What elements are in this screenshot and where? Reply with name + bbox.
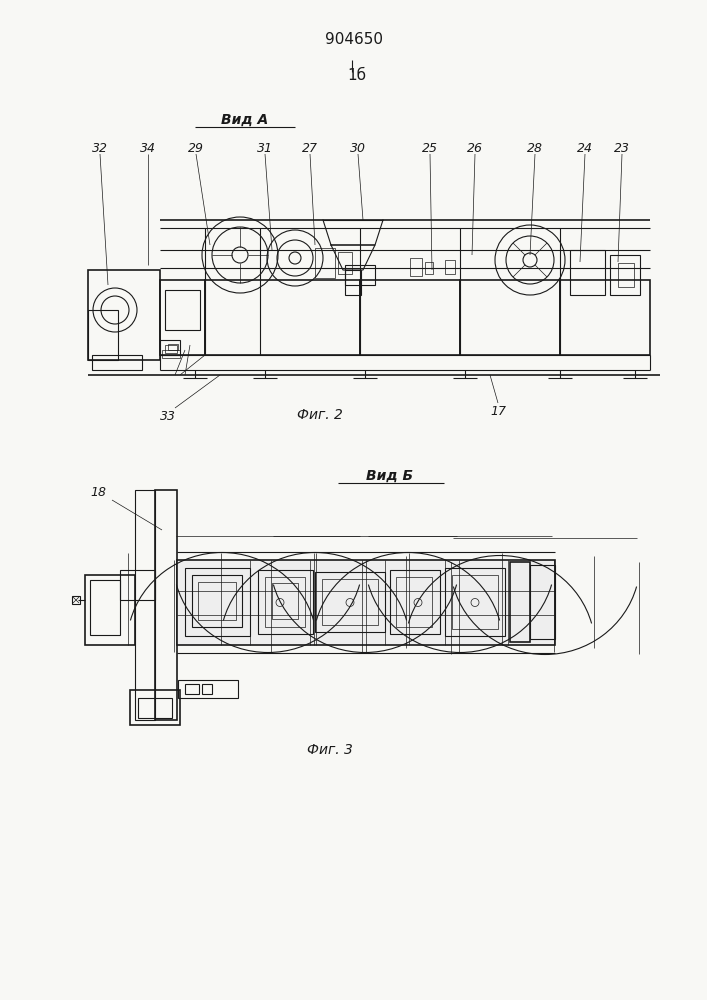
Bar (178, 680, 238, 698)
Text: 34: 34 (140, 141, 156, 154)
Bar (445, 568, 505, 636)
Bar (160, 340, 180, 355)
Bar (165, 290, 200, 330)
Bar (160, 280, 205, 355)
Bar (138, 698, 172, 718)
Text: Фиг. 3: Фиг. 3 (307, 743, 353, 757)
Text: 1б: 1б (348, 68, 366, 83)
Text: 26: 26 (467, 141, 483, 154)
Bar (345, 270, 361, 295)
Bar (85, 575, 135, 645)
Text: 27: 27 (302, 141, 318, 154)
Bar (88, 270, 160, 360)
Bar (185, 684, 199, 694)
Bar (185, 568, 250, 636)
Bar (88, 310, 118, 360)
Text: 33: 33 (160, 410, 176, 423)
Bar (530, 565, 555, 639)
Bar (618, 263, 634, 287)
Text: Вид А: Вид А (221, 113, 269, 127)
Bar (192, 575, 242, 627)
Bar (360, 280, 460, 355)
Bar (560, 280, 650, 355)
Bar (425, 262, 433, 274)
Text: 24: 24 (577, 141, 593, 154)
Bar (177, 560, 555, 645)
Bar (90, 580, 120, 635)
Bar (510, 562, 530, 642)
Bar (322, 579, 378, 625)
Bar (155, 490, 177, 720)
Bar (390, 570, 440, 634)
Text: Вид Б: Вид Б (366, 469, 414, 483)
Text: 17: 17 (490, 405, 506, 418)
Bar (72, 596, 80, 604)
Bar (198, 582, 236, 620)
Bar (258, 570, 313, 634)
Bar (338, 252, 352, 274)
Text: 28: 28 (527, 141, 543, 154)
Bar (162, 350, 180, 358)
Bar (410, 258, 422, 276)
Bar (315, 572, 385, 632)
Text: Фиг. 2: Фиг. 2 (297, 408, 343, 422)
Text: 904650: 904650 (325, 32, 383, 47)
Text: 25: 25 (422, 141, 438, 154)
Bar (130, 690, 180, 725)
Bar (205, 280, 360, 355)
Bar (315, 248, 335, 278)
Bar (165, 345, 177, 353)
Bar (345, 265, 375, 285)
Bar (445, 260, 455, 274)
Bar (120, 570, 155, 600)
Text: 18: 18 (90, 487, 106, 499)
Bar (92, 355, 142, 370)
Bar (570, 250, 605, 295)
Bar (396, 577, 432, 627)
Text: 31: 31 (257, 141, 273, 154)
Text: 30: 30 (350, 141, 366, 154)
Bar (265, 577, 305, 627)
Bar (272, 583, 298, 619)
Text: 29: 29 (188, 141, 204, 154)
Bar (168, 344, 178, 350)
Bar (452, 575, 498, 629)
Bar (460, 280, 560, 355)
Bar (135, 490, 155, 720)
Bar (202, 684, 212, 694)
Text: 23: 23 (614, 141, 630, 154)
Bar (610, 255, 640, 295)
Text: 32: 32 (92, 141, 108, 154)
